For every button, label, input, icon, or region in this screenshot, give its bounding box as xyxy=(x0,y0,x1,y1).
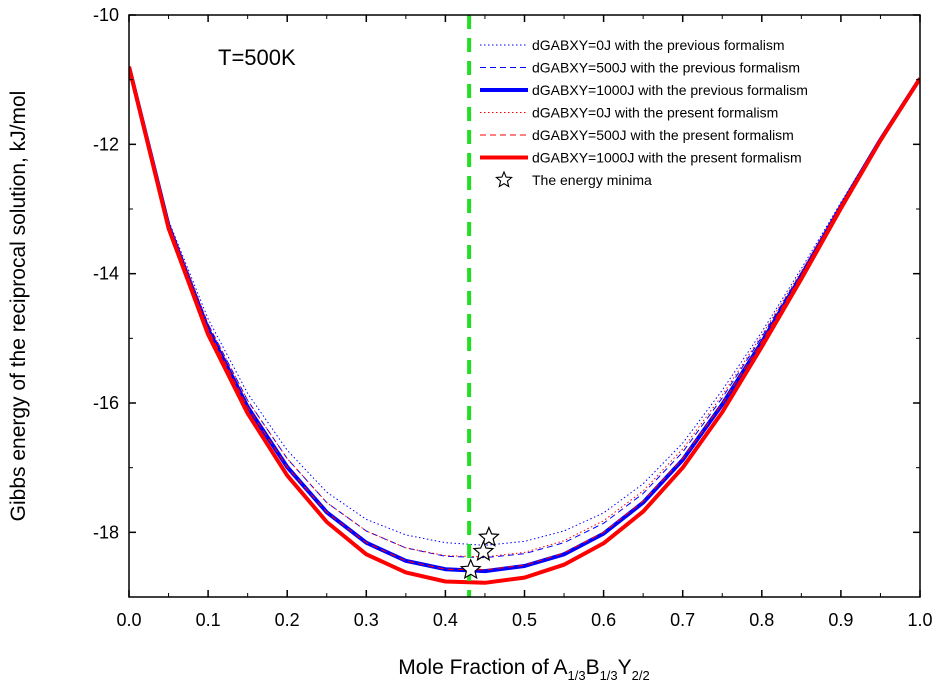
minimum-star-2 xyxy=(472,540,495,562)
x-tick-label: 0.4 xyxy=(433,610,458,630)
y-tick-label: -12 xyxy=(93,134,119,154)
y-tick-label: -16 xyxy=(93,393,119,413)
series-layer xyxy=(129,66,920,585)
legend-label-6: dGABXY=1000J with the present formalism xyxy=(532,150,802,166)
x-tick-label: 0.8 xyxy=(749,610,774,630)
y-tick-label: -18 xyxy=(93,522,119,542)
series-line-2 xyxy=(129,66,920,559)
series-line-3 xyxy=(129,66,920,574)
x-tick-label: 0.6 xyxy=(591,610,616,630)
x-tick-label: 0.1 xyxy=(196,610,221,630)
y-tick-label: -14 xyxy=(93,264,119,284)
x-tick-label: 1.0 xyxy=(907,610,932,630)
minima-layer xyxy=(459,525,500,580)
plot-frame xyxy=(128,14,921,598)
x-tick-label: 0.0 xyxy=(116,610,141,630)
x-tick-label: 0.5 xyxy=(512,610,537,630)
series-line-1 xyxy=(129,66,920,546)
legend-label-2: dGABXY=500J with the previous formalism xyxy=(532,60,800,76)
x-tick-label: 0.9 xyxy=(828,610,853,630)
legend: dGABXY=0J with the previous formalism dGA… xyxy=(480,37,808,188)
legend-label-3: dGABXY=1000J with the previous formalism xyxy=(532,82,808,98)
y-tick-label: -10 xyxy=(93,5,119,25)
temperature-annotation: T=500K xyxy=(218,45,296,70)
y-axis-title: Gibbs energy of the reciprocal solution,… xyxy=(7,91,30,522)
x-tick-label: 0.3 xyxy=(354,610,379,630)
legend-label-4: dGABXY=0J with the present formalism xyxy=(532,105,778,121)
series-line-6 xyxy=(129,66,920,585)
series-line-5 xyxy=(129,66,920,571)
ticks-layer: 0.0 0.1 0.2 0.3 0.4 0.5 0.6 0.7 0.8 0.9 1.0 -10 -12 -… xyxy=(93,5,933,630)
x-axis-title: Mole Fraction of A1/3B1/3Y2/2 xyxy=(398,656,650,683)
legend-star-icon xyxy=(495,170,513,188)
series-line-4 xyxy=(129,66,920,558)
legend-label-5: dGABXY=500J with the present formalism xyxy=(532,127,794,143)
x-tick-label: 0.2 xyxy=(275,610,300,630)
x-tick-label: 0.7 xyxy=(670,610,695,630)
minimum-star-3 xyxy=(459,558,482,580)
legend-label-1: dGABXY=0J with the previous formalism xyxy=(532,37,785,53)
minimum-star-1 xyxy=(477,525,500,547)
legend-label-minima: The energy minima xyxy=(532,172,652,188)
